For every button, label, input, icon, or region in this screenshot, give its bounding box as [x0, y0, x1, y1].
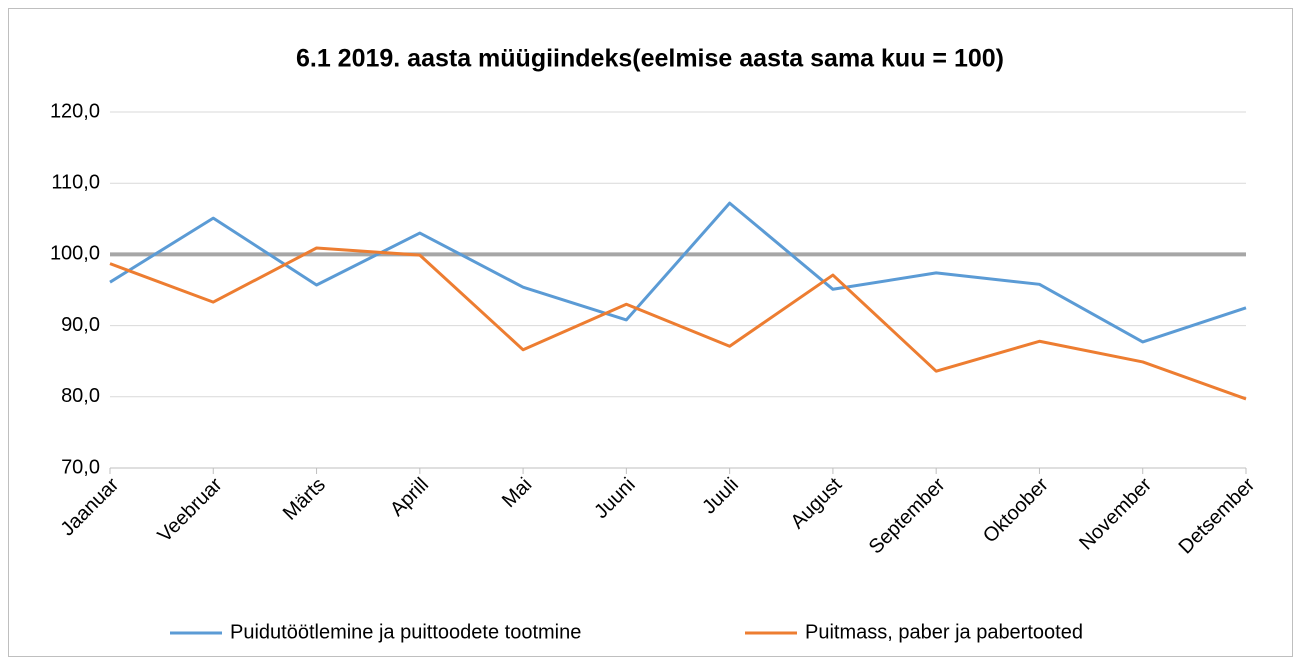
y-tick-label: 120,0 — [50, 100, 100, 122]
chart-frame — [8, 8, 1293, 657]
y-tick-label: 100,0 — [50, 243, 100, 265]
y-tick-label: 90,0 — [61, 314, 100, 336]
y-tick-label: 110,0 — [51, 171, 100, 193]
y-tick-label: 80,0 — [61, 385, 100, 407]
legend-label: Puidutöötlemine ja puittoodete tootmine — [230, 621, 581, 643]
series-line — [109, 246, 1247, 401]
legend-label: Puitmass, paber ja pabertooted — [805, 621, 1083, 643]
chart-title: 6.1 2019. aasta müügiindeks(eelmise aast… — [296, 45, 1004, 73]
series-line — [109, 201, 1247, 344]
y-tick-label: 70,0 — [61, 456, 100, 478]
